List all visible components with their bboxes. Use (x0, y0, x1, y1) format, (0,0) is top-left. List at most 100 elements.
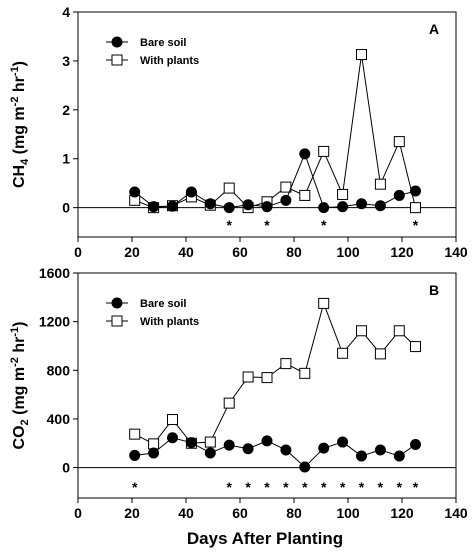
point-with-plants (223, 182, 235, 194)
legend-marker-bare-soil (111, 297, 123, 309)
point-with-plants (393, 136, 405, 148)
x-tick-label: 40 (178, 244, 194, 260)
y-tick-label: 0 (62, 460, 70, 476)
legend-b: Bare soil With plants (106, 297, 199, 328)
point-bare-soil (356, 450, 367, 462)
ticks-b: 0 20 40 60 80 100 120 140 0 400 800 1200 1600 (39, 265, 468, 521)
x-tick-label: 140 (444, 505, 468, 521)
point-bare-soil (185, 186, 197, 198)
x-tick-label: 0 (74, 505, 82, 521)
panel-letter-a: A (429, 21, 439, 37)
point-bare-soil (167, 432, 178, 444)
point-bare-soil (242, 199, 254, 211)
y-tick-label: 800 (47, 362, 71, 378)
y-tick-label: 1200 (39, 314, 70, 330)
significance-star: * (321, 217, 327, 233)
x-tick-label: 60 (232, 505, 248, 521)
legend-marker-bare-soil (111, 36, 123, 48)
significance-star: * (359, 479, 365, 495)
y-title-a-prefix: CH (11, 165, 28, 188)
plot-frame-a (77, 11, 457, 238)
y-title-a-sup2: -1 (9, 66, 21, 76)
x-tick-label: 100 (336, 244, 360, 260)
point-bare-soil (299, 461, 311, 473)
x-tick-label: 120 (390, 505, 414, 521)
series-line-bare-soil (134, 437, 416, 468)
x-tick-label: 140 (444, 244, 468, 260)
point-bare-soil (129, 186, 141, 198)
point-bare-soil (393, 189, 405, 201)
point-bare-soil (318, 442, 330, 454)
point-bare-soil (223, 439, 235, 451)
y-title-a-sub: 4 (19, 158, 31, 165)
point-with-plants (167, 414, 178, 426)
legend-a: Bare soil With plants (106, 36, 199, 67)
y-tick-label: 1 (62, 151, 70, 167)
point-with-plants (410, 202, 421, 214)
x-tick-label: 60 (232, 244, 248, 260)
x-tick-label: 100 (336, 505, 360, 521)
y-title-b-middle: (mg m (11, 367, 28, 419)
y-axis-title-b: CO2 (mg m-2 hr-1) (9, 322, 31, 450)
point-bare-soil (129, 449, 141, 461)
y-tick-label: 400 (47, 411, 71, 427)
point-bare-soil (410, 438, 421, 450)
x-tick-label: 120 (390, 244, 414, 260)
point-bare-soil (261, 435, 273, 447)
panel-a: 0 20 40 60 80 100 120 140 0 1 2 3 4 * * * * Bare soil W… (9, 4, 468, 260)
y-title-b-end: ) (11, 322, 28, 327)
x-tick-label: 80 (286, 244, 302, 260)
y-title-b-sub: 2 (19, 419, 31, 425)
legend-label-with-plants: With plants (140, 55, 199, 67)
y-title-b-sup2: -1 (9, 327, 21, 337)
point-bare-soil (410, 185, 421, 197)
y-title-a-suffix: hr (11, 76, 28, 96)
series-b (129, 297, 421, 473)
point-with-plants (242, 371, 254, 383)
point-with-plants (318, 145, 330, 157)
significance-star: * (245, 479, 251, 495)
significance-marks-b: * * * * * * * * * * * * (132, 479, 419, 495)
legend-marker-with-plants (111, 54, 123, 66)
point-with-plants (393, 325, 405, 337)
point-with-plants (356, 325, 367, 337)
significance-star: * (302, 479, 308, 495)
point-with-plants (337, 347, 349, 359)
point-bare-soil (280, 194, 292, 206)
x-tick-label: 40 (178, 505, 194, 521)
significance-star: * (413, 217, 419, 233)
point-with-plants (280, 358, 292, 370)
point-with-plants (299, 367, 311, 379)
significance-star: * (413, 479, 419, 495)
point-bare-soil (185, 437, 197, 449)
point-with-plants (204, 436, 216, 448)
legend-label-bare-soil: Bare soil (140, 298, 186, 310)
point-bare-soil (167, 200, 178, 212)
significance-star: * (378, 479, 384, 495)
point-bare-soil (356, 198, 367, 210)
significance-star: * (283, 479, 289, 495)
ticks-a: 0 20 40 60 80 100 120 140 0 1 2 3 4 (62, 4, 468, 260)
significance-star: * (264, 479, 270, 495)
significance-marks-a: * * * * (226, 217, 418, 233)
y-tick-label: 1600 (39, 265, 70, 281)
point-bare-soil (374, 444, 386, 456)
point-with-plants (374, 178, 386, 190)
y-title-b-prefix: CO (11, 425, 28, 449)
point-with-plants (356, 49, 367, 61)
x-tick-label: 20 (124, 244, 140, 260)
y-tick-label: 2 (62, 102, 70, 118)
point-with-plants (410, 341, 421, 353)
series-line-with-plants (134, 301, 416, 445)
significance-star: * (226, 479, 232, 495)
point-bare-soil (337, 201, 349, 213)
significance-star: * (340, 479, 346, 495)
y-tick-label: 0 (62, 200, 70, 216)
y-title-b-suffix: hr (11, 337, 28, 357)
point-with-plants (374, 348, 386, 360)
point-with-plants (299, 189, 311, 201)
y-title-a-end: ) (11, 61, 28, 66)
point-bare-soil (318, 202, 330, 214)
point-with-plants (223, 397, 235, 409)
